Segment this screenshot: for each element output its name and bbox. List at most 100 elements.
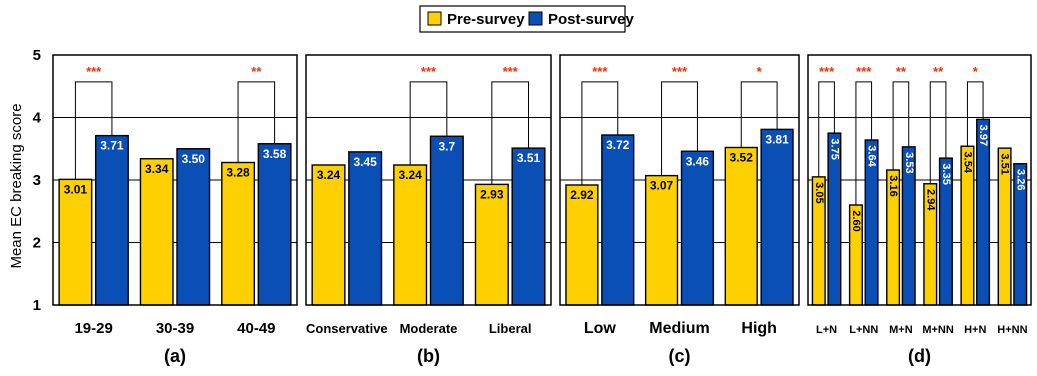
chart-legend: Pre-survey Post-survey	[419, 5, 635, 33]
data-label-post-survey: 3.7	[438, 139, 455, 153]
bar-post-survey	[429, 135, 464, 306]
significance-bracket	[740, 81, 778, 148]
bar-pre-survey	[139, 158, 174, 306]
category-label: M+N	[889, 324, 913, 336]
data-label-pre-survey: 3.34	[145, 162, 169, 176]
bar-post-survey	[511, 147, 546, 306]
data-label-post-survey: 3.51	[517, 151, 541, 165]
data-label-pre-survey: 3.52	[730, 151, 754, 165]
data-label-pre-survey: 3.54	[962, 152, 974, 174]
significance-bracket	[581, 81, 619, 185]
category-label: Liberal	[489, 321, 532, 336]
category-label: H+N	[964, 324, 986, 336]
data-label-post-survey: 3.64	[866, 145, 878, 167]
significance-bracket	[929, 81, 947, 184]
data-label-post-survey: 3.53	[903, 152, 915, 173]
data-label-pre-survey: 3.07	[650, 179, 674, 193]
bar-post-survey	[976, 118, 991, 306]
data-label-post-survey: 3.46	[686, 154, 710, 168]
significance-bracket	[409, 81, 448, 165]
panel-frame	[52, 54, 298, 306]
category-label: Low	[584, 320, 617, 337]
bar-pre-survey	[724, 146, 758, 306]
bar-post-survey	[760, 128, 794, 306]
significance-bracket	[966, 81, 984, 147]
category-label: High	[741, 320, 777, 337]
y-axis-label: Mean EC breaking score	[8, 103, 25, 268]
category-label: L+NN	[849, 324, 878, 336]
chart-panels: 3.013.71***19-293.343.5030-393.283.58**4…	[52, 54, 1032, 366]
bar-pre-survey	[644, 174, 679, 306]
legend-swatch-pre-survey	[427, 11, 442, 26]
data-label-post-survey: 3.58	[263, 147, 287, 161]
significance-marker: ***	[672, 64, 688, 79]
significance-marker: ***	[856, 64, 872, 79]
significance-bracket	[74, 81, 113, 180]
bar-pre-survey	[474, 183, 509, 306]
legend-label-post-survey: Post-survey	[548, 11, 635, 28]
category-label: Conservative	[306, 321, 388, 336]
data-label-pre-survey: 3.16	[887, 175, 899, 196]
data-label-post-survey: 3.35	[940, 163, 952, 184]
data-label-pre-survey: 2.92	[570, 188, 594, 202]
category-label: 40-49	[237, 320, 275, 337]
category-label: 19-29	[74, 320, 112, 337]
bar-post-survey	[176, 148, 211, 306]
data-label-post-survey: 3.26	[1014, 169, 1026, 190]
category-label: Medium	[649, 320, 709, 337]
panel-frame	[807, 54, 1032, 306]
data-label-pre-survey: 3.24	[317, 168, 341, 182]
significance-marker: *	[757, 64, 763, 79]
significance-bracket	[491, 81, 529, 185]
data-label-pre-survey: 3.05	[813, 182, 825, 203]
bar-pre-survey	[565, 184, 599, 306]
data-label-pre-survey: 2.94	[924, 189, 936, 211]
legend-box	[419, 5, 626, 33]
bar-post-survey	[348, 151, 383, 306]
data-label-pre-survey: 3.28	[226, 166, 250, 180]
legend-label-pre-survey: Pre-survey	[447, 11, 525, 28]
significance-bracket	[818, 81, 835, 177]
data-label-post-survey: 3.72	[606, 138, 630, 152]
y-tick-label: 4	[33, 110, 42, 127]
panel-c: 2.92 3.72 *** Low 3.07 3.46 *** Medium 3.52 3.81 *…	[559, 54, 800, 366]
significance-marker: ***	[503, 64, 519, 79]
y-tick-label: 5	[33, 47, 41, 64]
legend-swatch-post-survey	[528, 11, 543, 26]
panel-label: (b)	[417, 346, 440, 366]
data-label-pre-survey: 3.01	[64, 182, 88, 196]
data-label-post-survey: 3.75	[828, 138, 840, 159]
data-label-post-survey: 3.97	[977, 125, 989, 146]
panel-frame	[305, 54, 552, 306]
panel-label: (d)	[908, 346, 931, 366]
bar-post-survey	[680, 150, 715, 306]
significance-bracket	[237, 81, 276, 163]
data-label-post-survey: 3.50	[182, 152, 206, 166]
category-label: L+N	[816, 324, 837, 336]
significance-marker: ***	[819, 64, 835, 79]
panel-label: (a)	[164, 346, 186, 366]
category-label: Moderate	[400, 321, 458, 336]
y-tick-label: 3	[33, 172, 41, 189]
panel-label: (c)	[669, 346, 691, 366]
bar-post-survey	[94, 134, 129, 306]
significance-bracket	[855, 81, 873, 205]
data-label-pre-survey: 2.93	[480, 187, 504, 201]
panel-frame	[559, 54, 800, 306]
bar-post-survey	[257, 143, 292, 306]
significance-marker: **	[933, 64, 944, 79]
significance-marker: ***	[421, 64, 437, 79]
panel-d: 3.053.75***L+N2.603.64***L+NN3.163.53**M…	[807, 54, 1032, 366]
panel-b: 3.24 3.45 Conservative 3.24 3.7 *** Moderate 2.…	[305, 54, 552, 366]
data-label-post-survey: 3.71	[100, 139, 124, 153]
significance-marker: **	[896, 64, 907, 79]
bar-pre-survey	[311, 164, 346, 306]
y-tick-label: 2	[33, 235, 41, 252]
bar-post-survey	[601, 134, 635, 306]
y-axis: 1 2 3 4 5	[33, 47, 42, 314]
category-label: M+NN	[922, 324, 954, 336]
panel-a: 3.01 3.71 *** 19-29 3.34 3.50 30-39 3.28 3.58 ** 4…	[52, 54, 298, 366]
category-label: 30-39	[156, 320, 194, 337]
significance-bracket	[661, 81, 698, 176]
